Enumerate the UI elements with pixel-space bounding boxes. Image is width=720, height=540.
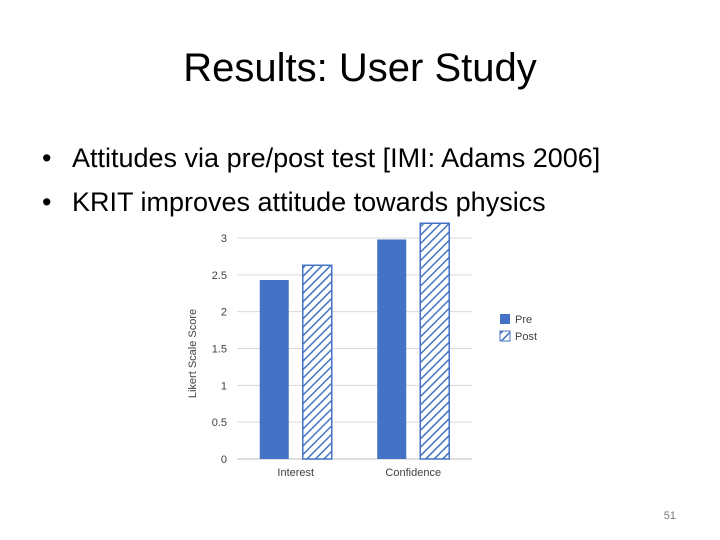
page-number: 51	[663, 510, 676, 522]
slide-title: Results: User Study	[183, 46, 537, 90]
legend-label: Pre	[515, 314, 532, 326]
bar-post-confidence	[419, 222, 450, 460]
y-tick-label: 2.5	[212, 270, 227, 282]
legend-swatch	[500, 314, 510, 324]
y-tick-label: 1	[221, 380, 227, 392]
y-tick-label: 0.5	[212, 417, 227, 429]
bullet-text: Attitudes via pre/post test [IMI: Adams …	[72, 143, 601, 173]
y-tick-label: 1.5	[212, 344, 227, 356]
y-tick-label: 0	[221, 454, 227, 466]
x-category-label: Interest	[277, 467, 314, 479]
y-tick-label: 3	[221, 233, 227, 245]
y-tick-label: 2	[221, 307, 227, 319]
y-axis-label: Likert Scale Score	[187, 309, 199, 398]
bar-chart: 0 0.5 1 1.5 2 2.5 3 Likert Scale Score Interest C…	[180, 220, 570, 485]
bullet-item: • Attitudes via pre/post test [IMI: Adam…	[40, 136, 600, 180]
bar-pre-confidence	[377, 239, 407, 459]
bullet-dot: •	[42, 187, 52, 217]
bullet-dot: •	[42, 143, 52, 173]
bullet-text: KRIT improves attitude towards physics	[72, 187, 546, 217]
bullet-list: • Attitudes via pre/post test [IMI: Adam…	[40, 136, 600, 224]
bar-pre-interest	[259, 279, 289, 459]
bullet-item: • KRIT improves attitude towards physics	[40, 180, 600, 224]
x-category-label: Confidence	[385, 467, 441, 479]
legend-swatch	[499, 330, 511, 342]
legend-label: Post	[515, 331, 537, 343]
chart-svg: 0 0.5 1 1.5 2 2.5 3 Likert Scale Score Interest C…	[187, 222, 537, 479]
bar-post-interest	[302, 264, 333, 460]
